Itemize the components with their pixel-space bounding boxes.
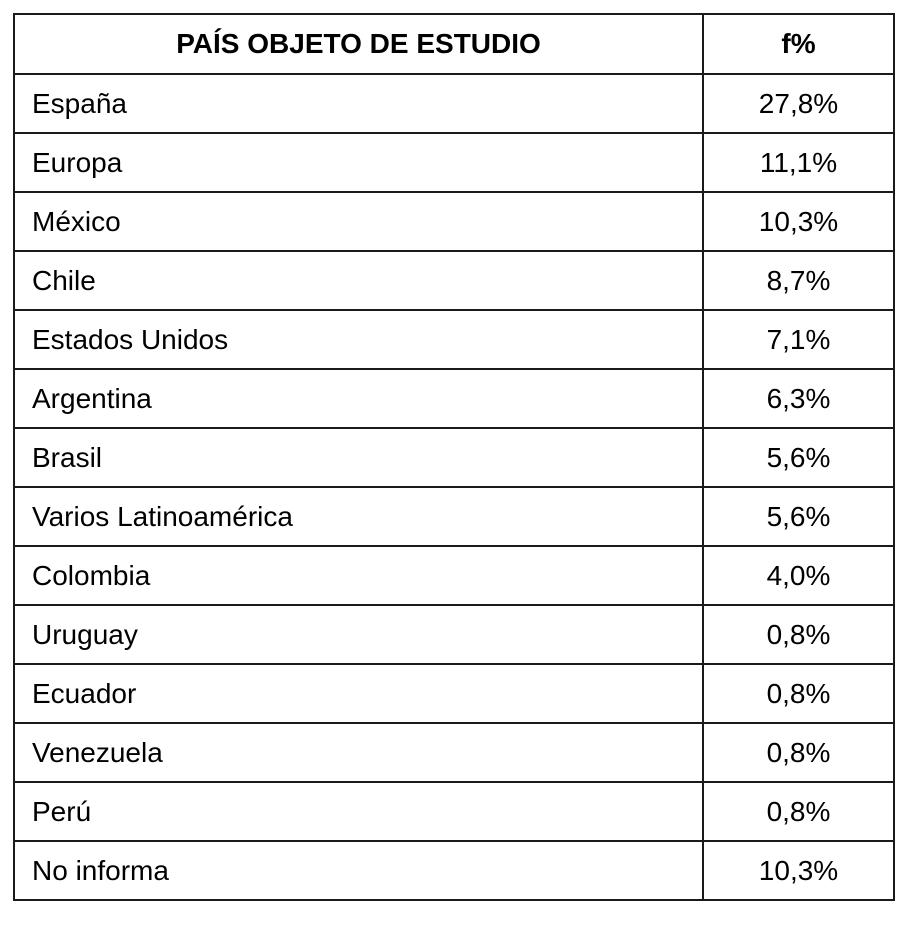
header-percentage: f% bbox=[702, 13, 895, 75]
table-row: Varios Latinoamérica 5,6% bbox=[13, 486, 895, 547]
table-row: Venezuela 0,8% bbox=[13, 722, 895, 783]
country-frequency-table-container: PAÍS OBJETO DE ESTUDIO f% España 27,8% E… bbox=[13, 13, 895, 901]
table-row: Ecuador 0,8% bbox=[13, 663, 895, 724]
cell-country: Estados Unidos bbox=[13, 309, 704, 370]
country-frequency-table: PAÍS OBJETO DE ESTUDIO f% España 27,8% E… bbox=[13, 13, 895, 901]
cell-percentage: 0,8% bbox=[702, 663, 895, 724]
table-row: Colombia 4,0% bbox=[13, 545, 895, 606]
table-row: No informa 10,3% bbox=[13, 840, 895, 901]
cell-country: Europa bbox=[13, 132, 704, 193]
table-header: PAÍS OBJETO DE ESTUDIO f% bbox=[13, 13, 895, 75]
table-row: México 10,3% bbox=[13, 191, 895, 252]
table-row: Brasil 5,6% bbox=[13, 427, 895, 488]
table-row: Uruguay 0,8% bbox=[13, 604, 895, 665]
cell-country: Venezuela bbox=[13, 722, 704, 783]
table-row: Argentina 6,3% bbox=[13, 368, 895, 429]
cell-country: Ecuador bbox=[13, 663, 704, 724]
cell-country: Chile bbox=[13, 250, 704, 311]
header-country: PAÍS OBJETO DE ESTUDIO bbox=[13, 13, 704, 75]
table-body: España 27,8% Europa 11,1% México 10,3% C… bbox=[13, 73, 895, 901]
cell-percentage: 4,0% bbox=[702, 545, 895, 606]
cell-country: México bbox=[13, 191, 704, 252]
header-row: PAÍS OBJETO DE ESTUDIO f% bbox=[13, 13, 895, 75]
cell-percentage: 10,3% bbox=[702, 840, 895, 901]
cell-percentage: 0,8% bbox=[702, 604, 895, 665]
cell-percentage: 7,1% bbox=[702, 309, 895, 370]
cell-country: No informa bbox=[13, 840, 704, 901]
cell-country: Uruguay bbox=[13, 604, 704, 665]
cell-country: Argentina bbox=[13, 368, 704, 429]
table-row: Perú 0,8% bbox=[13, 781, 895, 842]
cell-country: Perú bbox=[13, 781, 704, 842]
cell-percentage: 5,6% bbox=[702, 427, 895, 488]
cell-country: España bbox=[13, 73, 704, 134]
cell-country: Colombia bbox=[13, 545, 704, 606]
cell-percentage: 0,8% bbox=[702, 722, 895, 783]
table-row: Europa 11,1% bbox=[13, 132, 895, 193]
cell-percentage: 6,3% bbox=[702, 368, 895, 429]
table-row: Estados Unidos 7,1% bbox=[13, 309, 895, 370]
cell-percentage: 0,8% bbox=[702, 781, 895, 842]
cell-percentage: 8,7% bbox=[702, 250, 895, 311]
cell-percentage: 27,8% bbox=[702, 73, 895, 134]
table-row: Chile 8,7% bbox=[13, 250, 895, 311]
cell-country: Brasil bbox=[13, 427, 704, 488]
cell-percentage: 5,6% bbox=[702, 486, 895, 547]
table-row: España 27,8% bbox=[13, 73, 895, 134]
cell-percentage: 11,1% bbox=[702, 132, 895, 193]
cell-country: Varios Latinoamérica bbox=[13, 486, 704, 547]
cell-percentage: 10,3% bbox=[702, 191, 895, 252]
